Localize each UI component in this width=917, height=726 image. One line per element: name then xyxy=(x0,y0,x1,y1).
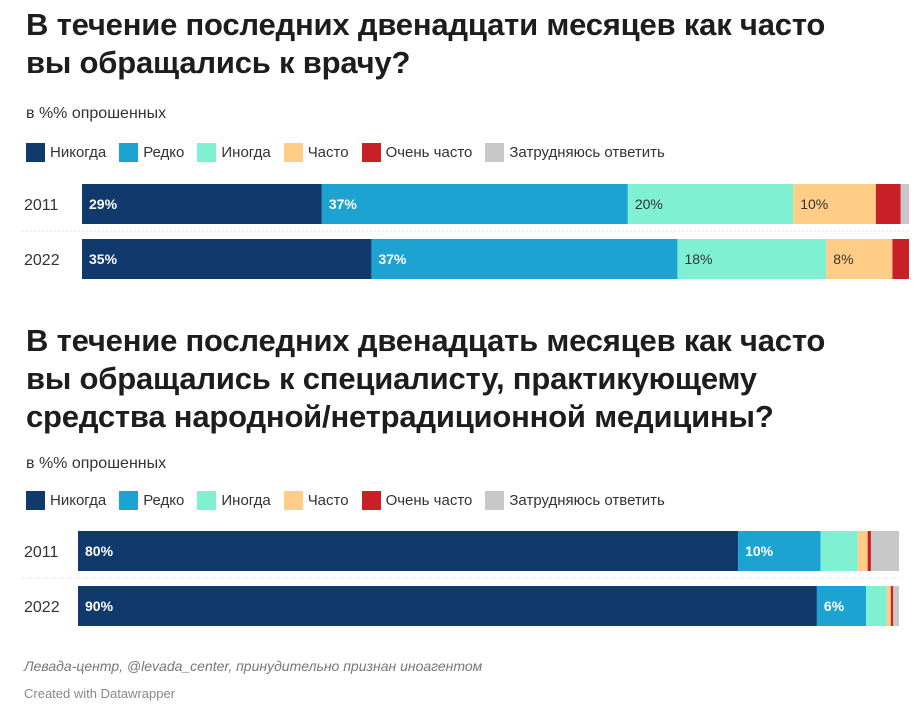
chart2-plot: 2011 80% 10% 2022 90% 6% xyxy=(22,531,899,626)
chart1-legend: Никогда Редко Иногда Часто Очень часто З… xyxy=(26,143,678,162)
chart2-bar-2011-never[interactable] xyxy=(78,531,739,571)
chart1-bar-2011-never[interactable] xyxy=(82,184,322,224)
legend-swatch-very-often xyxy=(361,491,381,510)
chart2-bar-2011-rarely[interactable] xyxy=(738,531,821,571)
legend-label-hard-to-say: Затрудняюсь ответить xyxy=(509,492,665,509)
chart1-bar-2022-often[interactable] xyxy=(826,239,893,279)
legend-item-rarely: Редко xyxy=(119,491,184,510)
chart1-value-label-2022-never: 35% xyxy=(89,251,118,267)
chart1-subtitle: в %% опрошенных xyxy=(26,105,167,122)
chart2-bar-2022-often[interactable] xyxy=(886,586,891,626)
chart1-value-label-2011-rarely: 37% xyxy=(329,196,358,212)
chart1-title-line-1: В течение последних двенадцати месяцев к… xyxy=(26,7,826,42)
legend-item-never: Никогда xyxy=(26,491,106,510)
legend-swatch-rarely xyxy=(119,143,139,162)
chart1-value-label-2022-sometimes: 18% xyxy=(684,251,712,267)
chart1-title-line-2: вы обращались к врачу? xyxy=(26,45,411,80)
chart2-bar-2011-often[interactable] xyxy=(857,531,868,571)
source-note: Левада-центр, @levada_center, принудител… xyxy=(24,658,483,674)
chart1-value-label-2022-rarely: 37% xyxy=(378,251,407,267)
legend-label-hard-to-say: Затрудняюсь ответить xyxy=(509,144,665,161)
chart1-value-label-2011-often: 10% xyxy=(800,196,828,212)
chart2-bar-2011-hard-to-say[interactable] xyxy=(870,531,899,571)
chart1-bar-2011-often[interactable] xyxy=(793,184,876,224)
legend-swatch-never xyxy=(26,491,45,510)
legend-item-hard-to-say: Затрудняюсь ответить xyxy=(485,491,665,510)
legend-label-very-often: Очень часто xyxy=(385,144,473,161)
chart2-title-line-2: вы обращались к специалисту, практикующе… xyxy=(26,361,757,396)
chart2-title: В течение последних двенадцать месяцев к… xyxy=(26,322,825,436)
legend-item-never: Никогда xyxy=(26,143,106,162)
chart2-title-line-3: средства народной/нетрадиционной медицин… xyxy=(26,399,774,434)
chart2-bar-2022-sometimes[interactable] xyxy=(866,586,887,626)
chart2-bar-2022-rarely[interactable] xyxy=(816,586,867,626)
chart1-plot: 2011 29% 37% 20% 10% 2022 35% 37% 18% 8% xyxy=(22,184,909,279)
legend-label-never: Никогда xyxy=(50,492,107,509)
chart2-subtitle: в %% опрошенных xyxy=(26,455,167,472)
chart2-bar-2022-very-often[interactable] xyxy=(890,586,894,626)
legend-item-sometimes: Иногда xyxy=(197,143,271,162)
legend-label-never: Никогда xyxy=(50,144,107,161)
legend-label-rarely: Редко xyxy=(143,492,185,509)
legend-item-very-often: Очень часто xyxy=(361,491,473,510)
legend-item-sometimes: Иногда xyxy=(197,491,271,510)
legend-swatch-rarely xyxy=(119,491,139,510)
chart2-bar-2022-never[interactable] xyxy=(78,586,817,626)
chart1-bar-2011-rarely[interactable] xyxy=(321,184,628,224)
chart2-bar-2011-very-often[interactable] xyxy=(867,531,871,571)
legend-label-rarely: Редко xyxy=(143,144,185,161)
chart1-value-label-2011-never: 29% xyxy=(89,196,118,212)
chart1-value-label-2011-sometimes: 20% xyxy=(635,196,663,212)
chart2-category-label-2022: 2022 xyxy=(24,599,60,616)
legend-item-very-often: Очень часто xyxy=(361,143,473,162)
legend-swatch-hard-to-say xyxy=(485,143,505,162)
chart2-legend: Никогда Редко Иногда Часто Очень часто З… xyxy=(26,491,678,510)
chart2-value-label-2011-rarely: 10% xyxy=(745,543,774,559)
legend-item-rarely: Редко xyxy=(119,143,184,162)
legend-swatch-sometimes xyxy=(197,143,217,162)
legend-label-sometimes: Иногда xyxy=(221,492,271,509)
chart2-value-label-2022-never: 90% xyxy=(85,598,114,614)
legend-label-sometimes: Иногда xyxy=(221,144,271,161)
legend-label-often: Часто xyxy=(307,492,349,509)
chart2-title-line-1: В течение последних двенадцать месяцев к… xyxy=(26,323,826,358)
chart2-bar-2022-hard-to-say[interactable] xyxy=(893,586,899,626)
legend-swatch-hard-to-say xyxy=(485,491,505,510)
chart1-bar-2022-very-often[interactable] xyxy=(892,239,909,279)
datawrapper-credit[interactable]: Created with Datawrapper xyxy=(24,686,176,701)
chart1-bar-2022-sometimes[interactable] xyxy=(677,239,827,279)
chart2-value-label-2011-never: 80% xyxy=(85,543,114,559)
legend-swatch-sometimes xyxy=(197,491,217,510)
chart1-bar-2011-very-often[interactable] xyxy=(875,184,901,224)
legend-item-hard-to-say: Затрудняюсь ответить xyxy=(485,143,665,162)
legend-swatch-never xyxy=(26,143,45,162)
chart1-title: В течение последних двенадцати месяцев к… xyxy=(26,6,825,82)
chart2-bar-2011-sometimes[interactable] xyxy=(820,531,858,571)
legend-swatch-often xyxy=(283,491,303,510)
chart1-bar-2011-sometimes[interactable] xyxy=(627,184,794,224)
legend-swatch-very-often xyxy=(361,143,381,162)
chart1-bar-2022-never[interactable] xyxy=(82,239,372,279)
legend-label-very-often: Очень часто xyxy=(385,492,473,509)
legend-item-often: Часто xyxy=(283,491,349,510)
chart1-bar-2011-hard-to-say[interactable] xyxy=(900,184,909,224)
chart2-category-label-2011: 2011 xyxy=(24,544,59,561)
legend-swatch-often xyxy=(283,143,303,162)
chart1-value-label-2022-often: 8% xyxy=(833,251,853,267)
chart1-category-label-2011: 2011 xyxy=(24,197,59,214)
legend-label-often: Часто xyxy=(307,144,349,161)
chart1-bar-2022-rarely[interactable] xyxy=(371,239,678,279)
chart1-category-label-2022: 2022 xyxy=(24,252,60,269)
legend-item-often: Часто xyxy=(283,143,349,162)
chart2-value-label-2022-rarely: 6% xyxy=(824,598,845,614)
